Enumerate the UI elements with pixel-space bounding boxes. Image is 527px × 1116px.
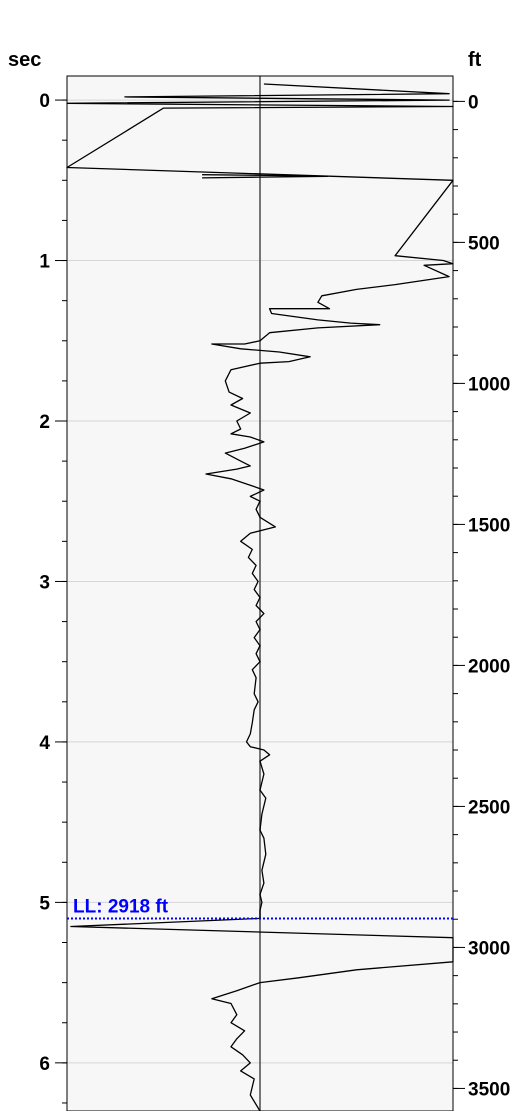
right-tick-label: 1500: [468, 515, 510, 536]
right-tick-label: 500: [468, 233, 500, 254]
level-marker-label: LL: 2918 ft: [73, 896, 169, 917]
left-tick-label: 5: [39, 893, 50, 914]
left-axis-unit-label: sec: [8, 49, 41, 71]
left-tick-label: 2: [39, 412, 50, 433]
left-tick-label: 4: [39, 733, 50, 754]
left-tick-label: 3: [39, 572, 50, 593]
right-tick-label: 3000: [468, 938, 510, 959]
right-tick-label: 2000: [468, 656, 510, 677]
left-tick-label: 6: [39, 1054, 50, 1075]
right-tick-label: 3500: [468, 1079, 510, 1100]
right-tick-label: 2500: [468, 797, 510, 818]
right-tick-label: 0: [468, 92, 479, 113]
left-tick-label: 1: [39, 252, 50, 273]
right-tick-label: 1000: [468, 374, 510, 395]
log-trace-line: [202, 174, 329, 179]
right-axis-unit-label: ft: [468, 49, 482, 71]
left-tick-label: 0: [39, 91, 50, 112]
